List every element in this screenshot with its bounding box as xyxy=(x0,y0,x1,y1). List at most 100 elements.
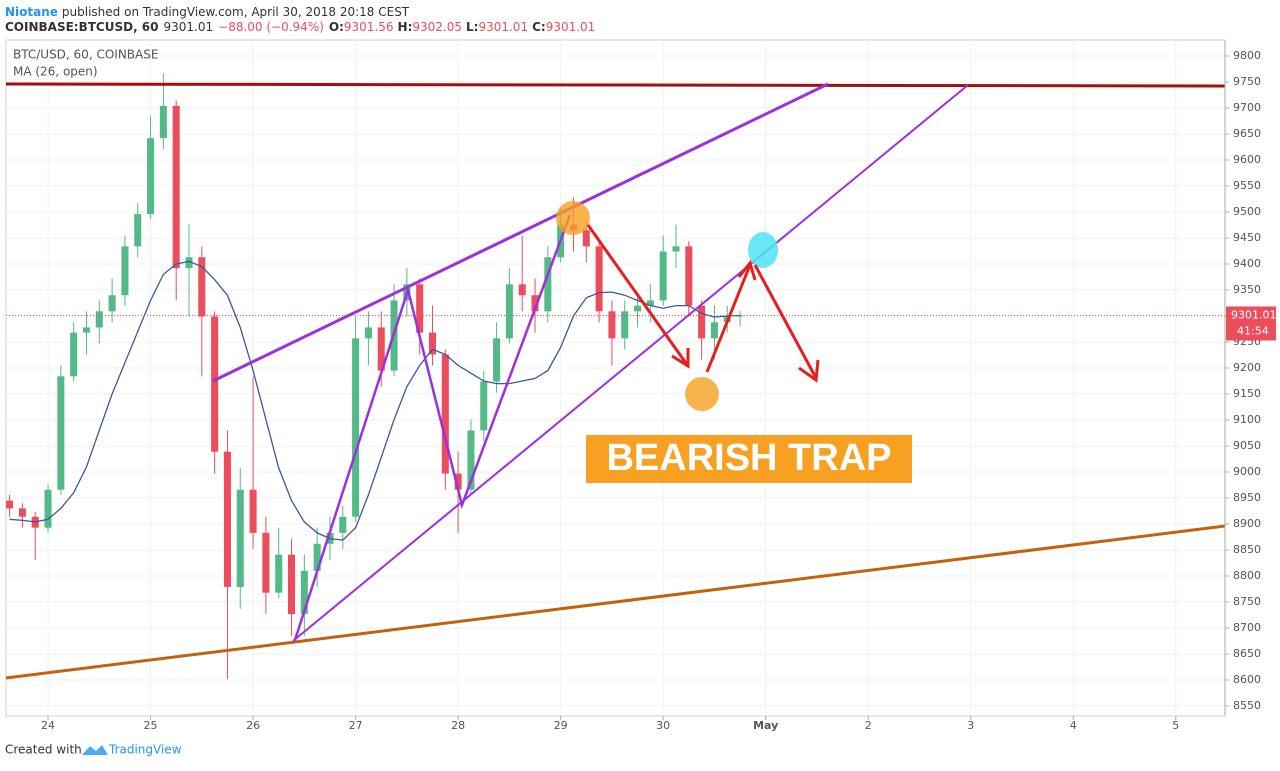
candle-body xyxy=(531,295,539,312)
candle-body xyxy=(646,300,654,306)
candle-body xyxy=(275,554,283,593)
candle-body xyxy=(18,508,26,517)
candle-body xyxy=(147,138,155,215)
candle-body xyxy=(659,251,667,301)
y-tick-label: 9150 xyxy=(1233,387,1261,400)
candle-body xyxy=(441,354,449,474)
candle-body xyxy=(198,257,206,317)
author[interactable]: Niotane xyxy=(5,5,58,19)
ohlc-value: 9301.56 xyxy=(344,20,394,34)
support-line xyxy=(5,524,1226,680)
logo xyxy=(82,745,108,755)
y-tick-label: 8700 xyxy=(1233,621,1261,634)
candle-body xyxy=(608,311,616,339)
legend-entry: MA (26, open) xyxy=(13,65,98,79)
candle-body xyxy=(211,316,219,452)
x-tick-label: 2 xyxy=(865,719,872,732)
last-price-box xyxy=(1226,306,1276,341)
x-tick-label: 4 xyxy=(1070,719,1077,732)
y-tick-label: 9700 xyxy=(1233,101,1261,114)
x-tick-label: 3 xyxy=(967,719,974,732)
candle-body xyxy=(159,105,167,139)
zigzag xyxy=(293,214,572,641)
arrows xyxy=(586,224,820,383)
marks xyxy=(6,73,1225,679)
candle-body xyxy=(185,257,193,269)
ohlc-value: 9301.01 xyxy=(478,20,528,34)
candle-body xyxy=(493,338,501,382)
arrow-head xyxy=(671,348,690,369)
marker-circle xyxy=(556,201,590,235)
y-tick-label: 9400 xyxy=(1233,257,1261,270)
x-tick-label: 5 xyxy=(1172,719,1179,732)
footer-brand[interactable]: TradingView xyxy=(108,743,182,757)
candle-body xyxy=(236,489,244,587)
candle-body xyxy=(339,516,347,533)
arrow xyxy=(753,264,818,379)
candle-body xyxy=(467,430,475,490)
arrow xyxy=(705,264,752,373)
y-tick-label: 8950 xyxy=(1233,491,1261,504)
candle-body xyxy=(518,284,526,296)
candle-body xyxy=(300,570,308,614)
candle-body xyxy=(121,246,129,296)
candle-body xyxy=(70,332,78,377)
candle-body xyxy=(57,376,65,490)
y-tick-label: 9200 xyxy=(1233,361,1261,374)
last-price-label: 9301.01 xyxy=(1231,308,1277,321)
y-tick-label: 8850 xyxy=(1233,543,1261,556)
candle-body xyxy=(505,284,513,339)
candle-body xyxy=(416,284,424,333)
x-tick-label: 28 xyxy=(451,719,465,732)
x-tick-label: 27 xyxy=(349,719,363,732)
ohlc-label: C: xyxy=(532,20,546,34)
y-tick-label: 8650 xyxy=(1233,647,1261,660)
candle-body xyxy=(634,305,642,312)
candle-body xyxy=(595,246,603,312)
candle-body xyxy=(480,381,488,431)
candle-body xyxy=(108,295,116,312)
x-tick-label: 24 xyxy=(41,719,55,732)
y-tick-label: 8900 xyxy=(1233,517,1261,530)
candle-body xyxy=(44,489,52,528)
annotation: BEARISH TRAP xyxy=(606,437,891,479)
x-tick-label: 26 xyxy=(246,719,260,732)
y-tick-label: 9000 xyxy=(1233,465,1261,478)
x-tick-label: 29 xyxy=(554,719,568,732)
candle-body xyxy=(352,338,360,517)
y-tick-label: 9550 xyxy=(1233,179,1261,192)
candle-body xyxy=(313,543,321,571)
y-tick-label: 8800 xyxy=(1233,569,1261,582)
arrow-head xyxy=(798,359,820,383)
candle-body xyxy=(262,532,270,593)
x-tick-label: 25 xyxy=(144,719,158,732)
y-tick-label: 9600 xyxy=(1233,153,1261,166)
ohlc-label: L: xyxy=(466,20,478,34)
axes: 8550 8600 8650 8700 8750 8800 8850 8900 8950 9000… xyxy=(41,49,1276,732)
candle-body xyxy=(95,311,103,328)
y-tick-label: 9650 xyxy=(1233,127,1261,140)
ohlc-value: 9301.01 xyxy=(546,20,596,34)
arrow xyxy=(586,224,690,367)
candle-body xyxy=(428,332,437,355)
published: published on TradingView.com, April 30, … xyxy=(62,5,410,19)
y-tick-label: 9800 xyxy=(1233,49,1261,62)
resistance-line xyxy=(5,82,1226,88)
candle-body xyxy=(172,105,180,269)
symbol-line: COINBASE:BTCUSD, 60 9301.01 −88.00 (−0.94%… xyxy=(5,20,595,34)
publish-line: Niotane published on TradingView.com, Apr… xyxy=(5,5,410,19)
change: −88.00 (−0.94%) xyxy=(218,20,324,34)
ohlc-label: H: xyxy=(398,20,413,34)
candle-body xyxy=(249,489,257,533)
drawings: BEARISH TRAP xyxy=(5,82,1226,680)
candle-body xyxy=(377,327,385,371)
candle-body xyxy=(672,246,680,252)
ma-line xyxy=(9,260,741,541)
x-tick-label: May xyxy=(753,719,778,732)
candle-body xyxy=(621,311,629,339)
y-tick-label: 9500 xyxy=(1233,205,1261,218)
candle-body xyxy=(710,322,718,339)
y-tick-label: 8600 xyxy=(1233,673,1261,686)
x-tick-label: 30 xyxy=(656,719,670,732)
